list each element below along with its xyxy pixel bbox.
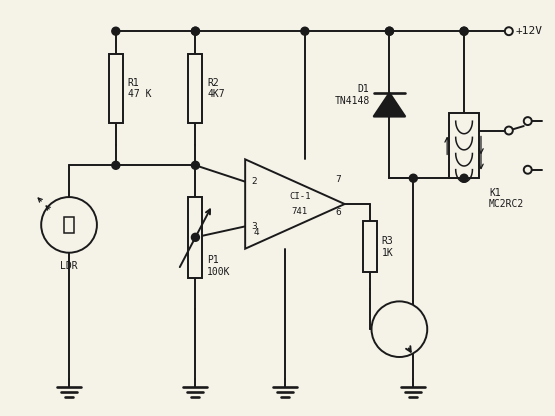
Circle shape: [460, 27, 468, 35]
Circle shape: [301, 27, 309, 35]
Text: 7: 7: [335, 175, 341, 183]
Text: R2
4K7: R2 4K7: [208, 77, 225, 99]
Circle shape: [386, 27, 393, 35]
Circle shape: [191, 27, 199, 35]
Text: 3: 3: [251, 222, 257, 231]
Text: LDR: LDR: [60, 261, 78, 271]
Circle shape: [524, 166, 532, 174]
Text: CI-1: CI-1: [289, 192, 311, 201]
Bar: [362, 221, 376, 272]
Circle shape: [112, 27, 120, 35]
Circle shape: [386, 27, 393, 35]
Circle shape: [460, 27, 468, 35]
Circle shape: [371, 301, 427, 357]
Text: P1
100K: P1 100K: [208, 255, 231, 277]
Circle shape: [410, 174, 417, 182]
Text: R1
47 K: R1 47 K: [128, 77, 152, 99]
Circle shape: [505, 126, 513, 134]
Circle shape: [505, 27, 513, 35]
Circle shape: [41, 197, 97, 253]
Circle shape: [191, 27, 199, 35]
Circle shape: [112, 161, 120, 169]
Text: 4: 4: [253, 228, 259, 238]
Text: 6: 6: [335, 208, 341, 217]
Circle shape: [191, 161, 199, 169]
Text: K1
MC2RC2: K1 MC2RC2: [489, 188, 524, 209]
Text: D1
TN4148: D1 TN4148: [334, 84, 370, 106]
Polygon shape: [374, 93, 405, 116]
Circle shape: [524, 117, 532, 125]
Text: +12V: +12V: [516, 26, 543, 36]
Bar: [64, 217, 74, 233]
Text: 2: 2: [251, 177, 257, 186]
Circle shape: [191, 233, 199, 241]
Bar: [109, 54, 123, 123]
Bar: [189, 197, 203, 277]
Circle shape: [460, 174, 468, 182]
Bar: [189, 54, 203, 123]
Bar: [449, 113, 479, 178]
Text: R3
1K: R3 1K: [381, 236, 393, 258]
Text: 741: 741: [292, 208, 308, 216]
Polygon shape: [245, 159, 345, 249]
